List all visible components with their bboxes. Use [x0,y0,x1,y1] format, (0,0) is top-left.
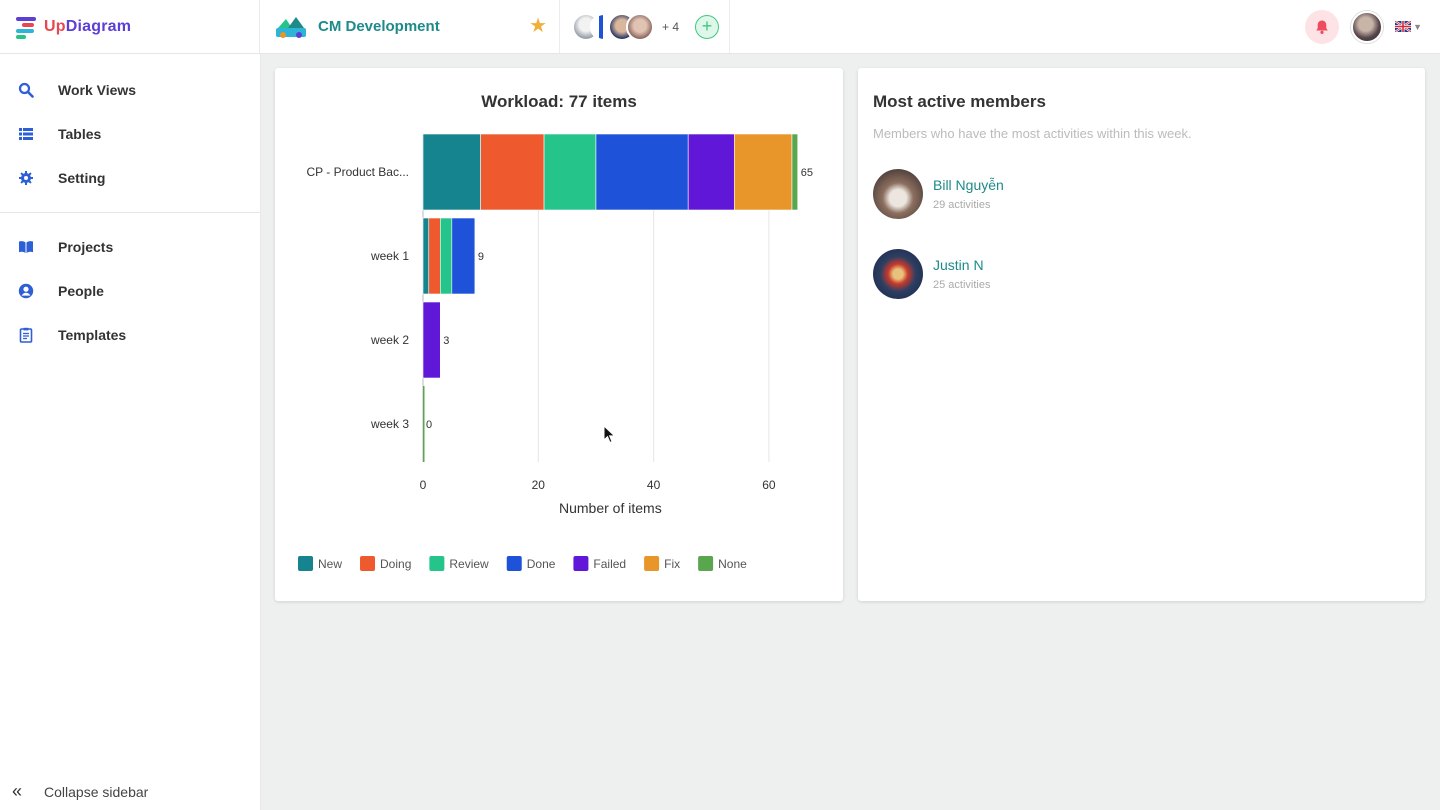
list-icon [18,126,34,142]
sidebar-item-label: Tables [58,126,102,142]
category-label: CP - Product Bac... [307,165,410,179]
bar-segment [595,133,689,211]
mouse-cursor-icon [603,425,616,444]
most-active-members-card: Most active members Members who have the… [858,68,1425,601]
category-label: week 1 [370,249,409,263]
legend-label: Failed [593,557,626,571]
x-tick-label: 60 [762,478,776,492]
uk-flag-icon [1395,21,1412,32]
member-avatar [626,12,654,41]
bar-segment [423,386,425,462]
legend-swatch [429,556,445,571]
project-members[interactable]: + 4 + [560,0,730,53]
category-label: week 2 [370,333,409,347]
legend-label: New [318,557,342,571]
favorite-star-icon[interactable]: ★ [529,15,547,37]
sidebar-group-manage: Projects People Templates [0,213,260,357]
notification-bell-icon[interactable] [1305,9,1340,44]
x-tick-label: 20 [532,478,546,492]
chart-title: Workload: 77 items [481,92,637,111]
project-selector[interactable]: CM Development ★ [260,0,560,53]
category-label: week 3 [370,417,409,431]
sidebar-item-work-views[interactable]: Work Views [0,68,260,112]
double-chevron-left-icon: « [12,781,23,801]
member-item[interactable]: Bill Nguyễn 29 activities [873,169,1004,219]
x-tick-label: 40 [647,478,661,492]
sidebar-item-label: Work Views [58,82,137,98]
workload-chart-card: Workload: 77 items 0 20 40 60 Number of item… [275,68,843,601]
collapse-sidebar-button[interactable]: « Collapse sidebar [12,781,148,802]
member-name[interactable]: Justin N [933,257,984,273]
legend-swatch [644,556,660,571]
sidebar-item-label: People [58,283,104,299]
bar-segment [422,301,441,379]
bar-segment [480,133,545,211]
legend-label: Review [449,557,489,571]
legend-swatch [298,556,313,571]
member-avatar [873,169,923,219]
member-name[interactable]: Bill Nguyễn [933,177,1004,193]
member-avatar [873,249,923,299]
search-icon [18,82,34,98]
x-axis-label: Number of items [559,500,662,516]
sidebar-group-workspace: Work Views Tables Setting [0,54,260,213]
sidebar-item-label: Projects [58,239,114,255]
app-logo[interactable]: UpDiagram [0,0,260,53]
legend-swatch [698,556,714,571]
legend-swatch [573,556,589,571]
sidebar-item-label: Setting [58,170,106,186]
more-members-count[interactable]: + 4 [662,19,680,34]
clipboard-icon [18,327,34,343]
sidebar-item-people[interactable]: People [0,269,260,313]
logo-text: UpDiagram [44,17,132,35]
user-avatar[interactable] [1351,10,1384,43]
top-right-actions: ▼ [1305,0,1440,53]
legend-label: None [718,557,747,571]
top-bar: UpDiagram CM Development ★ + 4 + [0,0,1440,54]
project-icon [276,16,306,38]
member-activities: 25 activities [933,279,991,291]
collapse-sidebar-label: Collapse sidebar [44,783,149,800]
bar-segment [734,133,793,211]
sidebar-item-setting[interactable]: Setting [0,156,260,200]
members-card-title: Most active members [873,92,1046,111]
member-activities: 29 activities [933,199,991,211]
legend-swatch [506,556,522,571]
legend-swatch [360,556,376,571]
gear-icon [18,170,34,186]
bar-segment [428,217,441,295]
sidebar-item-label: Templates [58,327,127,343]
members-card-subtitle: Members who have the most activities wit… [873,126,1192,141]
sidebar-item-templates[interactable]: Templates [0,313,260,357]
logo-mark-icon [16,16,40,39]
chevron-down-icon: ▼ [1413,21,1422,32]
bar-segment [543,133,597,211]
bar-segment [687,133,735,211]
bar-segment [422,133,481,211]
sidebar: Work Views Tables Setting Projects Peo [0,54,261,810]
sidebar-item-tables[interactable]: Tables [0,112,260,156]
member-item[interactable]: Justin N 25 activities [873,249,990,299]
book-icon [18,239,34,255]
legend-label: Done [527,557,556,571]
bar-segment [439,217,453,295]
x-tick-label: 0 [420,478,427,492]
data-label: 3 [443,335,449,347]
data-label: 9 [478,251,484,263]
sidebar-item-projects[interactable]: Projects [0,225,260,269]
bar-segment [422,217,430,295]
legend-label: Fix [664,557,680,571]
data-label: 65 [801,167,813,179]
project-title: CM Development [318,18,440,35]
bar-segment [791,133,799,211]
language-selector[interactable]: ▼ [1395,21,1422,32]
data-label: 0 [426,419,432,431]
workload-chart: 0 20 40 60 Number of items CP - Product Bac..… [298,133,813,571]
person-icon [18,283,34,299]
bar-segment [451,217,476,295]
legend-label: Doing [380,557,411,571]
add-member-button[interactable]: + [695,14,720,39]
